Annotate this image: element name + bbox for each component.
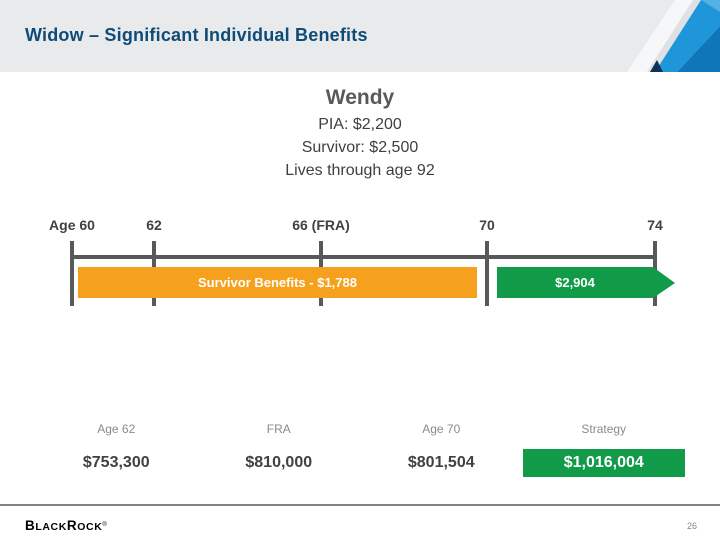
survivor-benefits-bar: Survivor Benefits - $1,788 <box>78 267 477 298</box>
strategy-benefit-arrow-tip <box>653 267 675 298</box>
strategy-benefit-bar: $2,904 <box>497 267 653 298</box>
age-label-66-fra: 66 (FRA) <box>292 217 350 233</box>
logo-letter: B <box>25 518 36 533</box>
summary-value-highlighted: $1,016,004 <box>522 449 685 477</box>
summary-col-strategy: Strategy $1,016,004 <box>522 422 685 477</box>
logo-letter: R <box>66 518 78 533</box>
logo-letters: LACK <box>35 521 67 533</box>
summary-value: $753,300 <box>82 454 150 471</box>
blackrock-logo: BLACKROCK® <box>25 517 107 535</box>
summary-value: $810,000 <box>245 454 313 471</box>
tick-age-70 <box>485 241 489 306</box>
corner-decoration-graphic <box>627 0 720 72</box>
age-label-60: Age 60 <box>49 217 95 233</box>
cumulative-summary-table: Age 62 $753,300 FRA $810,000 Age 70 $801… <box>35 422 685 477</box>
survivor-benefits-bar-label: Survivor Benefits - $1,788 <box>198 275 357 290</box>
header-band: Widow – Significant Individual Benefits <box>0 0 720 72</box>
person-details: PIA: $2,200 Survivor: $2,500 Lives throu… <box>0 113 720 182</box>
summary-header: Age 62 <box>97 422 136 436</box>
summary-col-age-62: Age 62 $753,300 <box>35 422 198 477</box>
person-pia: PIA: $2,200 <box>318 116 402 133</box>
person-longevity: Lives through age 92 <box>285 162 435 179</box>
page-number: 26 <box>686 521 697 531</box>
age-label-74: 74 <box>647 217 663 233</box>
logo-letters: OCK <box>77 521 103 533</box>
age-label-70: 70 <box>479 217 495 233</box>
strategy-benefit-bar-label: $2,904 <box>555 275 595 290</box>
summary-value: $801,504 <box>407 454 475 471</box>
footer-divider-line <box>0 504 720 506</box>
person-name: Wendy <box>325 86 395 109</box>
person-survivor-amount: Survivor: $2,500 <box>301 139 419 156</box>
summary-header: FRA <box>266 422 291 436</box>
summary-header: Strategy <box>581 422 627 436</box>
slide-title: Widow – Significant Individual Benefits <box>25 25 368 45</box>
summary-col-age-70: Age 70 $801,504 <box>360 422 523 477</box>
summary-header: Age 70 <box>422 422 461 436</box>
summary-col-fra: FRA $810,000 <box>198 422 361 477</box>
age-label-62: 62 <box>146 217 162 233</box>
registered-trademark-symbol: ® <box>102 522 108 528</box>
timeline-axis <box>70 255 657 259</box>
tick-age-60 <box>70 241 74 306</box>
